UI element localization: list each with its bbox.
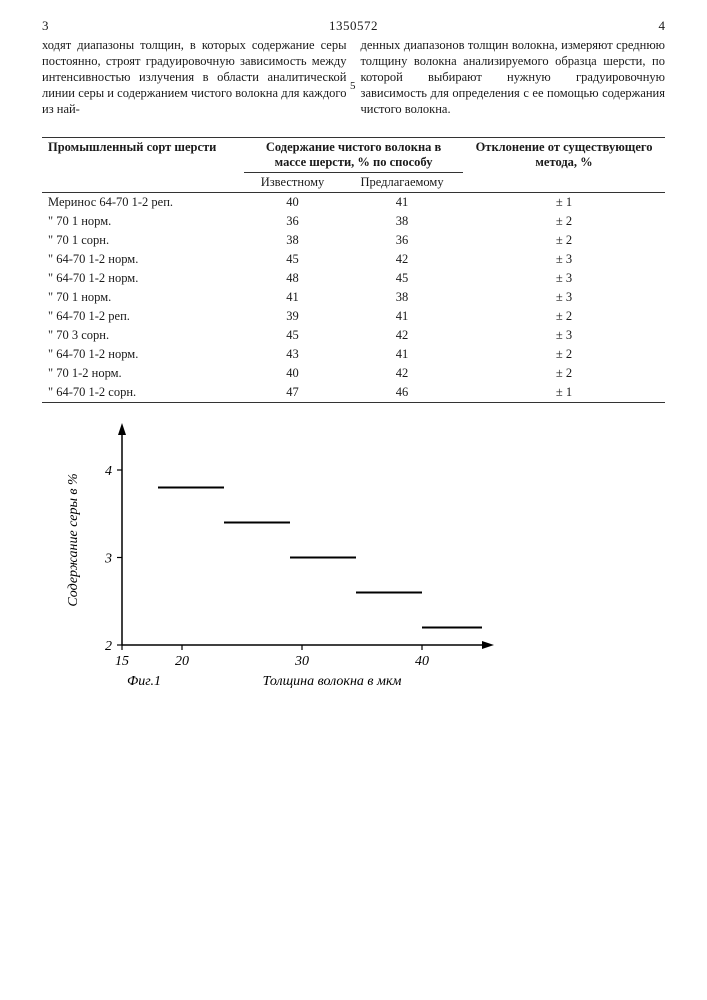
th-proposed: Предлагаемому [341, 173, 463, 193]
page: 3 1350572 4 ходят диапазоны толщин, в ко… [0, 0, 707, 1000]
cell-proposed: 36 [341, 231, 463, 250]
cell-proposed: 42 [341, 364, 463, 383]
cell-known: 45 [244, 250, 341, 269]
table-row: " 70 1 норм.4138± 3 [42, 288, 665, 307]
cell-known: 45 [244, 326, 341, 345]
patent-number: 1350572 [329, 18, 378, 34]
cell-sort: " 64-70 1-2 норм. [42, 345, 244, 364]
svg-text:Содержание серы в %: Содержание серы в % [66, 473, 81, 606]
cell-proposed: 45 [341, 269, 463, 288]
table-row: " 64-70 1-2 норм.4845± 3 [42, 269, 665, 288]
svg-text:Фиг.1: Фиг.1 [127, 674, 161, 689]
two-column-text: ходят диапазоны толщин, в которых содерж… [42, 37, 665, 117]
table-wrap: Промышленный сорт шерсти Содержание чист… [42, 137, 665, 407]
table-row: " 64-70 1-2 норм.4341± 2 [42, 345, 665, 364]
header-row: 3 1350572 4 [42, 18, 665, 34]
cell-dev: ± 3 [463, 288, 665, 307]
table-row: " 70 1-2 норм.4042± 2 [42, 364, 665, 383]
cell-sort: " 64-70 1-2 сорн. [42, 383, 244, 403]
cell-proposed: 41 [341, 345, 463, 364]
cell-sort: " 70 1 сорн. [42, 231, 244, 250]
cell-dev: ± 2 [463, 307, 665, 326]
svg-text:2: 2 [105, 639, 112, 654]
cell-sort: " 64-70 1-2 реп. [42, 307, 244, 326]
cell-sort: " 64-70 1-2 норм. [42, 250, 244, 269]
cell-known: 38 [244, 231, 341, 250]
table-row: " 70 1 норм.3638± 2 [42, 212, 665, 231]
table-row: " 70 1 сорн.3836± 2 [42, 231, 665, 250]
svg-text:40: 40 [415, 654, 429, 669]
table-row: " 70 3 сорн.4542± 3 [42, 326, 665, 345]
th-sort: Промышленный сорт шерсти [42, 138, 244, 193]
cell-proposed: 46 [341, 383, 463, 403]
column-left: ходят диапазоны толщин, в которых содерж… [42, 37, 347, 117]
cell-known: 43 [244, 345, 341, 364]
cell-sort: " 70 1 норм. [42, 212, 244, 231]
cell-known: 47 [244, 383, 341, 403]
table-row: " 64-70 1-2 сорн.4746± 1 [42, 383, 665, 403]
cell-known: 48 [244, 269, 341, 288]
cell-proposed: 42 [341, 250, 463, 269]
svg-text:20: 20 [175, 654, 189, 669]
table-row: Меринос 64-70 1-2 реп.4041± 1 [42, 193, 665, 213]
cell-known: 41 [244, 288, 341, 307]
cell-known: 39 [244, 307, 341, 326]
svg-text:Толщина волокна в мкм: Толщина волокна в мкм [263, 674, 402, 689]
cell-known: 40 [244, 193, 341, 213]
cell-sort: " 70 1-2 норм. [42, 364, 244, 383]
cell-dev: ± 2 [463, 231, 665, 250]
table-row: " 64-70 1-2 реп.3941± 2 [42, 307, 665, 326]
svg-text:30: 30 [294, 654, 309, 669]
cell-proposed: 41 [341, 193, 463, 213]
cell-sort: " 64-70 1-2 норм. [42, 269, 244, 288]
cell-proposed: 38 [341, 288, 463, 307]
cell-dev: ± 3 [463, 269, 665, 288]
svg-text:15: 15 [115, 654, 129, 669]
cell-proposed: 42 [341, 326, 463, 345]
cell-dev: ± 3 [463, 326, 665, 345]
cell-known: 36 [244, 212, 341, 231]
th-known: Известному [244, 173, 341, 193]
table-body: Меринос 64-70 1-2 реп.4041± 1" 70 1 норм… [42, 193, 665, 408]
cell-dev: ± 2 [463, 345, 665, 364]
svg-text:4: 4 [105, 464, 112, 479]
cell-dev: ± 1 [463, 193, 665, 213]
cell-sort: " 70 3 сорн. [42, 326, 244, 345]
cell-dev: ± 3 [463, 250, 665, 269]
cell-known: 40 [244, 364, 341, 383]
cell-sort: Меринос 64-70 1-2 реп. [42, 193, 244, 213]
cell-proposed: 38 [341, 212, 463, 231]
chart-container: 2 3 4 15 20 30 40 Содержание серы в % Толщина во… [42, 415, 665, 720]
th-fiber: Содержание чистого волокна в массе шерст… [244, 138, 463, 173]
column-right: денных диапазонов толщин волокна, измеря… [361, 37, 666, 117]
data-table: Промышленный сорт шерсти Содержание чист… [42, 137, 665, 407]
cell-sort: " 70 1 норм. [42, 288, 244, 307]
table-row: " 64-70 1-2 норм.4542± 3 [42, 250, 665, 269]
cell-dev: ± 2 [463, 364, 665, 383]
table-head: Промышленный сорт шерсти Содержание чист… [42, 138, 665, 193]
cell-dev: ± 2 [463, 212, 665, 231]
cell-dev: ± 1 [463, 383, 665, 403]
page-number-left: 3 [42, 18, 49, 34]
svg-text:3: 3 [104, 552, 112, 567]
page-number-right: 4 [659, 18, 666, 34]
chart-svg: 2 3 4 15 20 30 40 Содержание серы в % Толщина во… [42, 415, 502, 695]
cell-proposed: 41 [341, 307, 463, 326]
th-dev: Отклонение от существующего метода, % [463, 138, 665, 193]
